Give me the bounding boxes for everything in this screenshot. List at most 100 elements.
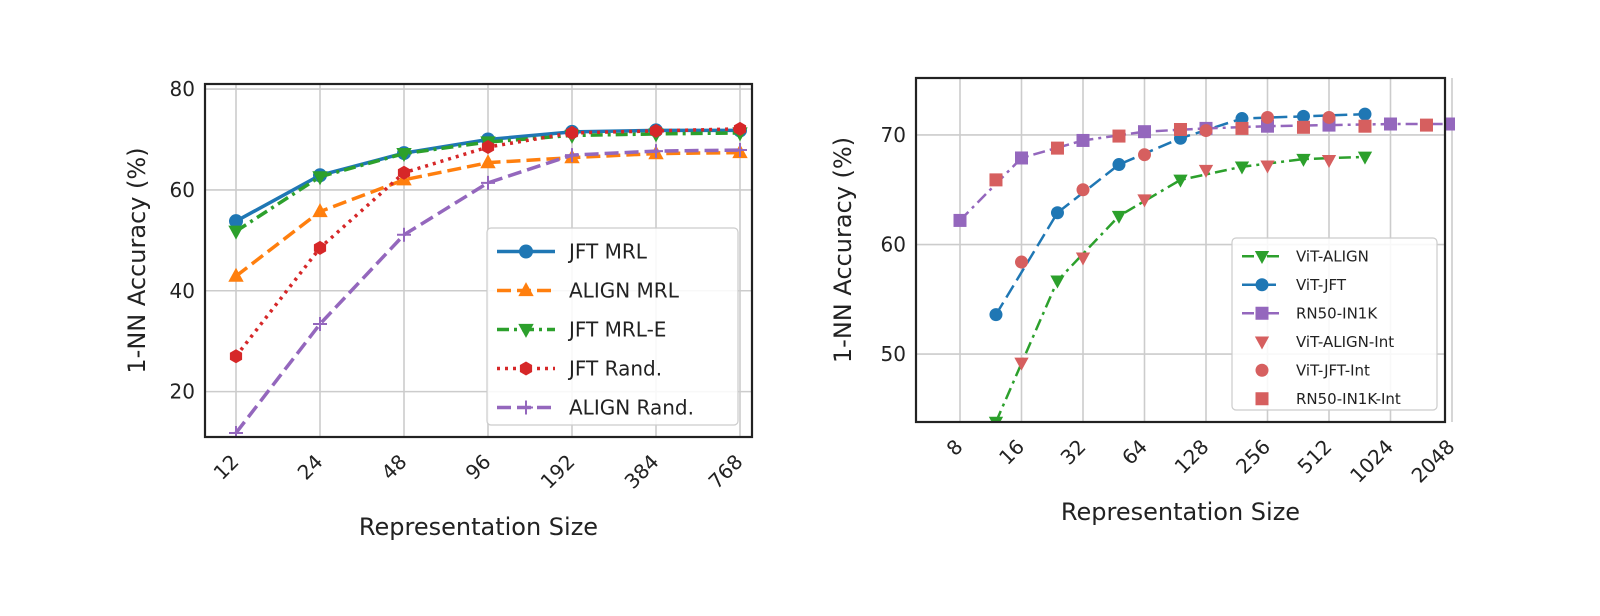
data-point <box>1076 183 1090 197</box>
legend-item: JFT MRL <box>497 240 648 264</box>
x-tick-label: 128 <box>1170 435 1214 479</box>
legend-marker <box>1254 251 1270 265</box>
data-point <box>1234 161 1250 175</box>
legend-box <box>486 227 739 426</box>
x-tick-label: 96 <box>461 450 496 485</box>
data-point <box>397 227 411 242</box>
series-vit-jft-int <box>1015 110 1336 269</box>
x-axis-label: Representation Size <box>1061 498 1300 526</box>
y-tick-label: 70 <box>881 123 906 147</box>
data-point <box>228 267 244 282</box>
data-point <box>1296 153 1311 167</box>
legend-label: ViT-ALIGN-Int <box>1296 333 1394 351</box>
series-layer <box>953 107 1455 422</box>
legend-item: JFT Rand. <box>497 357 662 381</box>
legend-label: JFT Rand. <box>567 357 662 381</box>
data-point <box>1235 121 1249 135</box>
data-point <box>1173 174 1188 188</box>
data-point <box>649 123 663 138</box>
legend-marker <box>1255 278 1269 292</box>
data-point <box>1358 119 1372 133</box>
data-point <box>1296 120 1310 134</box>
data-point <box>229 349 243 364</box>
data-point <box>1198 164 1214 178</box>
x-tick-label: 768 <box>704 450 748 494</box>
data-point <box>397 165 411 180</box>
y-tick-label: 40 <box>170 279 195 303</box>
data-point <box>1321 154 1337 168</box>
data-point <box>313 240 327 255</box>
legend-label: ALIGN Rand. <box>569 396 694 420</box>
y-axis-label: 1-NN Accuracy (%) <box>123 147 151 373</box>
data-point <box>229 214 243 229</box>
y-tick-label: 50 <box>881 342 906 366</box>
legend-marker <box>518 282 534 297</box>
legend-marker <box>519 361 533 376</box>
data-point <box>1173 122 1187 136</box>
plot-frame <box>914 76 1447 424</box>
data-point <box>1112 158 1126 172</box>
legend-item: ALIGN Rand. <box>497 396 694 420</box>
data-point <box>953 213 967 227</box>
legend-label: JFT MRL <box>567 240 648 264</box>
chart-panel-1: 12 24 48 96 192 384 768 20 40 60 80 Representation … <box>123 77 754 541</box>
series-layer <box>228 121 748 437</box>
chart-panel-2: 8 16 32 64 128 256 512 1024 2048 50 60 70 Representa… <box>829 76 1460 526</box>
x-tick-label: 512 <box>1293 435 1337 479</box>
data-point <box>988 416 1004 422</box>
y-tick-label: 80 <box>170 77 195 101</box>
data-point <box>1199 124 1213 138</box>
data-point <box>1138 125 1151 139</box>
data-point <box>1111 210 1127 224</box>
data-point <box>989 173 1003 187</box>
data-point <box>1296 109 1310 123</box>
legend-marker <box>518 323 534 338</box>
legend-item: ViT-ALIGN-Int <box>1254 333 1394 351</box>
legend-marker <box>1254 336 1270 350</box>
series-rn50-in1k-int <box>989 118 1433 187</box>
data-point <box>1445 117 1455 131</box>
data-point <box>649 144 663 159</box>
series-align-rand- <box>229 143 747 437</box>
data-point <box>1075 252 1091 266</box>
data-point <box>989 308 1003 322</box>
data-point <box>229 425 243 437</box>
data-point <box>1260 160 1275 174</box>
legend-item: JFT MRL-E <box>497 318 666 342</box>
legend-marker <box>1255 306 1269 320</box>
legend-item: ViT-JFT-Int <box>1255 362 1370 380</box>
x-axis-label: Representation Size <box>359 513 598 541</box>
x-tick-label: 16 <box>994 435 1029 470</box>
legend-label: JFT MRL-E <box>567 318 666 342</box>
x-tick-label: 48 <box>377 450 412 485</box>
legend-marker <box>519 400 533 415</box>
legend-marker <box>519 244 533 259</box>
series-vit-align-int <box>1014 154 1337 371</box>
x-tick-label: 384 <box>620 450 664 494</box>
legend-label: ViT-ALIGN <box>1296 248 1369 266</box>
data-point <box>312 203 328 218</box>
data-point <box>1050 141 1064 155</box>
data-point <box>1050 275 1065 289</box>
legend-item: ALIGN MRL <box>497 279 680 303</box>
legend-label: ALIGN MRL <box>569 279 680 303</box>
legend-item: RN50-IN1K-Int <box>1255 390 1401 408</box>
legend-marker <box>1255 363 1269 377</box>
legend-label: ViT-JFT-Int <box>1296 362 1370 380</box>
legend-item: ViT-JFT <box>1242 276 1347 294</box>
data-point <box>1015 151 1028 165</box>
data-point <box>313 317 327 332</box>
data-point <box>733 121 747 136</box>
data-point <box>1112 129 1126 143</box>
data-point <box>1261 110 1274 124</box>
legend-label: ViT-JFT <box>1296 276 1347 294</box>
data-point <box>1235 112 1249 126</box>
x-tick-label: 256 <box>1231 435 1275 479</box>
y-axis-label: 1-NN Accuracy (%) <box>829 137 857 363</box>
data-point <box>481 140 495 154</box>
data-point <box>396 147 412 162</box>
legend-label: RN50-IN1K-Int <box>1296 390 1401 408</box>
y-tick-label: 60 <box>170 178 195 202</box>
data-point <box>1358 107 1372 121</box>
legend: JFT MRL ALIGN MRL JFT MRL-E JFT Rand. ALIGN … <box>486 227 739 426</box>
